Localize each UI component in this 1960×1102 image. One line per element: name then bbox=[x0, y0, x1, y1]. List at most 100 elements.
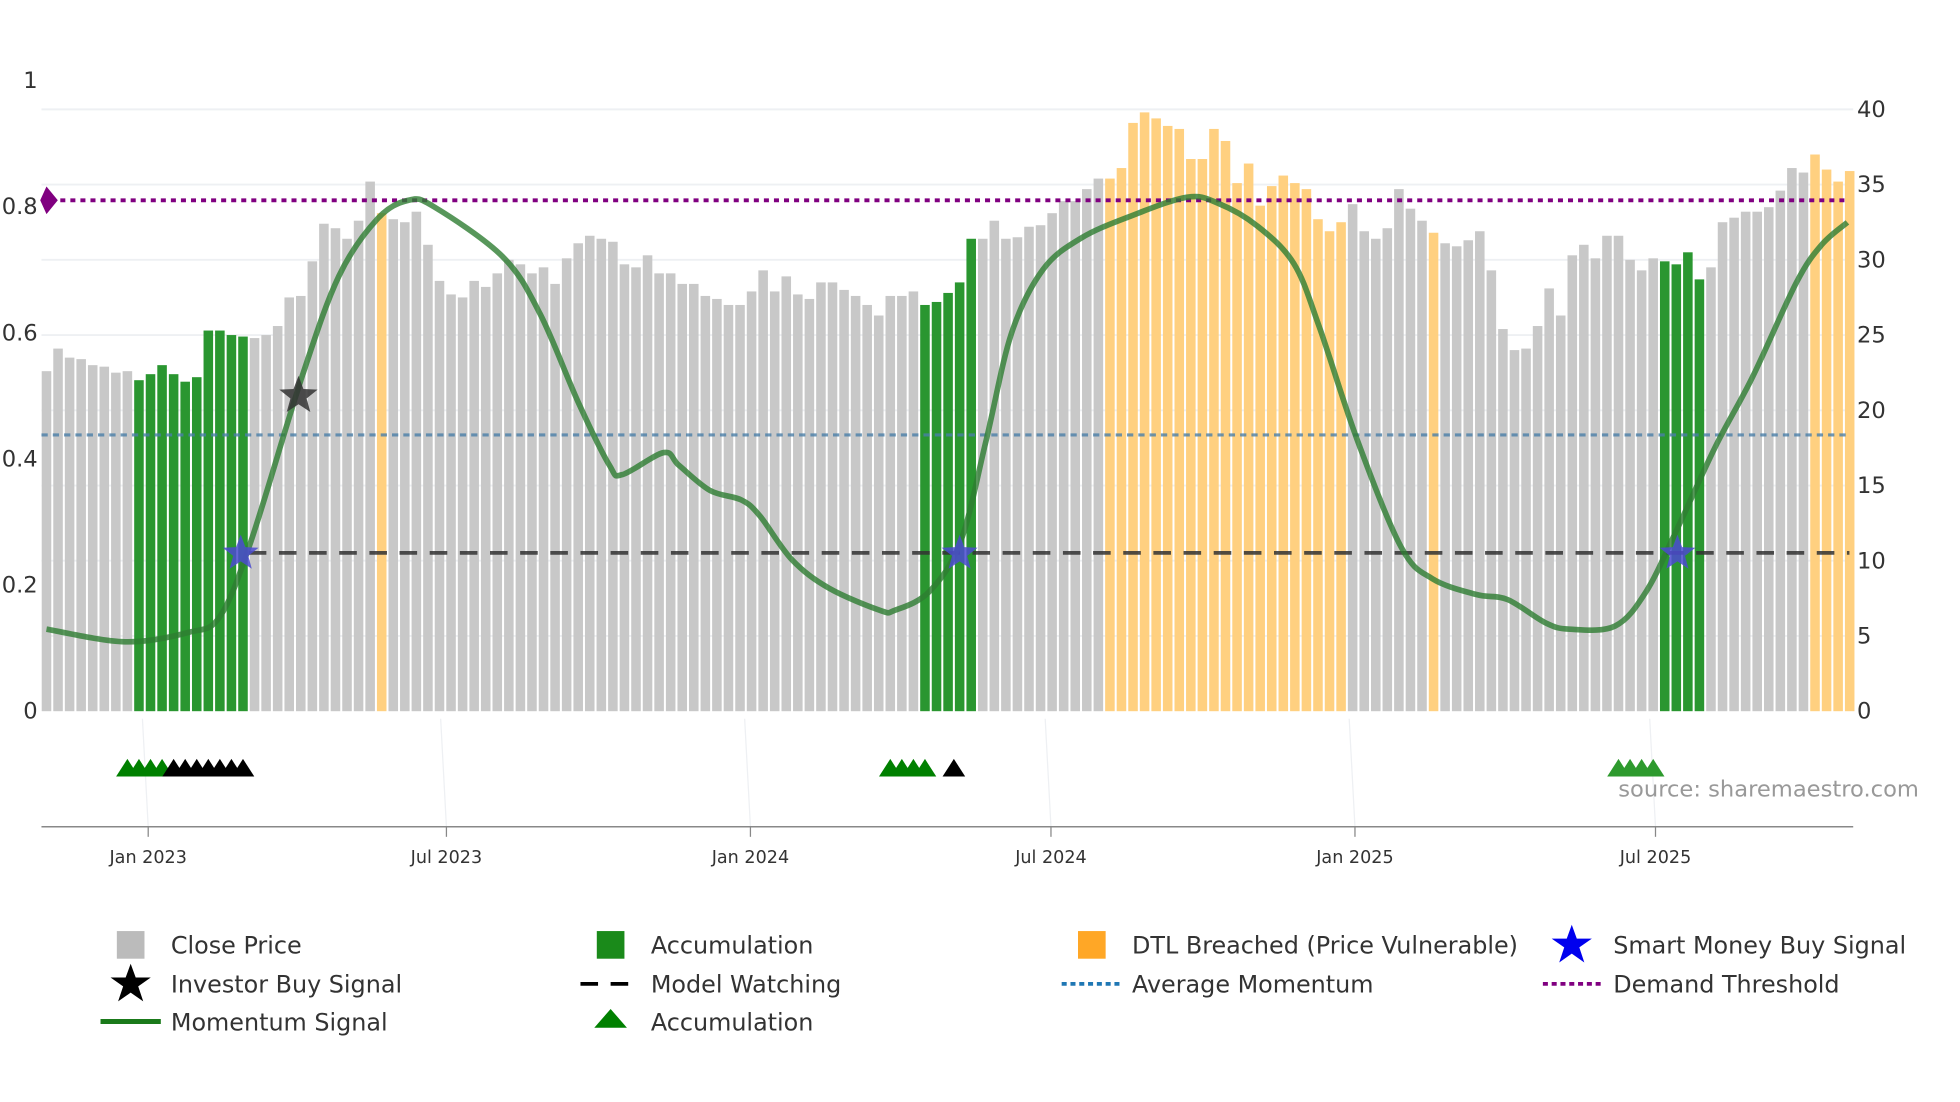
legend-label: Accumulation bbox=[651, 1008, 814, 1036]
price-bar bbox=[977, 238, 988, 712]
price-bar bbox=[584, 235, 595, 712]
price-bar bbox=[1255, 205, 1265, 712]
price-bar bbox=[943, 292, 953, 712]
price-bar bbox=[1209, 128, 1219, 712]
demand-threshold-marker bbox=[40, 186, 58, 215]
price-bar bbox=[226, 335, 237, 712]
price-bar bbox=[1313, 219, 1323, 712]
legend-item-demand-threshold[interactable]: Demand Threshold bbox=[1542, 971, 1840, 999]
price-bar bbox=[1810, 154, 1820, 712]
price-bars bbox=[41, 112, 1855, 712]
price-bar bbox=[446, 294, 456, 712]
accumulation-subplot bbox=[41, 758, 1854, 828]
left-tick-label: 0.8 bbox=[2, 194, 38, 220]
legend-item-average-momentum[interactable]: Average Momentum bbox=[1061, 971, 1374, 999]
price-bar bbox=[619, 264, 630, 712]
legend-item-momentum-signal[interactable]: Momentum Signal bbox=[100, 1008, 388, 1036]
price-bar bbox=[781, 276, 792, 712]
price-bar bbox=[1787, 168, 1797, 712]
price-bar bbox=[1139, 112, 1150, 712]
price-bar bbox=[665, 273, 676, 712]
star-icon bbox=[1551, 924, 1592, 963]
price-bar bbox=[504, 259, 514, 712]
price-bar bbox=[168, 374, 179, 712]
x-tick-label: Jul 2025 bbox=[1619, 848, 1692, 868]
price-bar bbox=[492, 273, 503, 712]
price-bar bbox=[1220, 140, 1231, 712]
smart-money-buy-star bbox=[941, 534, 978, 569]
left-tick-label: 1 bbox=[23, 68, 37, 94]
price-bar bbox=[1070, 201, 1081, 712]
legend-item-dtl-breached[interactable]: DTL Breached (Price Vulnerable) bbox=[1078, 931, 1518, 960]
price-bar bbox=[1521, 348, 1531, 712]
price-bar bbox=[735, 304, 745, 712]
price-bar bbox=[1844, 171, 1855, 712]
price-bar bbox=[1001, 238, 1011, 712]
price-bar bbox=[1024, 226, 1034, 712]
price-bar bbox=[1498, 329, 1508, 712]
price-bar bbox=[1717, 222, 1728, 712]
price-bar bbox=[642, 255, 653, 712]
price-bar bbox=[1764, 207, 1774, 712]
price-bar bbox=[931, 301, 942, 712]
price-bar bbox=[1752, 211, 1762, 712]
price-bar bbox=[1833, 181, 1843, 712]
price-bar bbox=[238, 336, 248, 712]
legend-item-smart-money[interactable]: Smart Money Buy Signal bbox=[1551, 924, 1907, 963]
legend-label: Smart Money Buy Signal bbox=[1613, 932, 1906, 960]
price-bar bbox=[1116, 168, 1127, 712]
legend-item-accumulation-marker[interactable]: Accumulation bbox=[594, 1008, 813, 1036]
price-bar bbox=[631, 267, 641, 712]
x-tick-label: Jul 2024 bbox=[1014, 848, 1087, 868]
right-tick-label: 5 bbox=[1857, 624, 1871, 650]
x-tick-label: Jan 2025 bbox=[1315, 848, 1393, 868]
price-bar bbox=[654, 273, 664, 712]
legend-label: Average Momentum bbox=[1132, 971, 1374, 999]
price-bar bbox=[457, 297, 468, 712]
legend-item-investor-buy[interactable]: Investor Buy Signal bbox=[110, 963, 403, 1002]
price-bar bbox=[1336, 222, 1346, 712]
price-bar bbox=[1405, 208, 1416, 712]
source-annotation: source: sharemaestro.com bbox=[1618, 777, 1919, 803]
legend-item-model-watching[interactable]: Model Watching bbox=[580, 971, 841, 999]
price-bar bbox=[145, 374, 156, 712]
price-bar bbox=[272, 326, 283, 712]
price-bar bbox=[1162, 125, 1173, 712]
legend-item-close-price[interactable]: Close Price bbox=[116, 931, 302, 960]
price-bar bbox=[1370, 238, 1381, 712]
gridline bbox=[1044, 718, 1052, 827]
legend-item-accumulation[interactable]: Accumulation bbox=[596, 931, 814, 960]
price-bar bbox=[793, 294, 803, 712]
price-bar bbox=[527, 273, 537, 712]
price-bar bbox=[1012, 237, 1023, 712]
price-bar bbox=[400, 222, 410, 712]
price-bar bbox=[1417, 220, 1427, 712]
price-bar bbox=[1082, 189, 1092, 712]
price-bar bbox=[1093, 178, 1104, 712]
price-bar bbox=[469, 280, 479, 712]
price-bar bbox=[1636, 270, 1647, 712]
signal-markers bbox=[222, 375, 1696, 569]
price-bar bbox=[1648, 258, 1658, 712]
legend: Close Price Accumulation DTL Breached (P… bbox=[100, 924, 1907, 1036]
price-bar bbox=[746, 291, 757, 712]
price-bar bbox=[1706, 267, 1716, 712]
price-bar bbox=[319, 223, 329, 712]
accumulation-triangle bbox=[231, 758, 255, 777]
price-bar bbox=[827, 282, 838, 712]
left-tick-label: 0.6 bbox=[2, 320, 38, 346]
price-bar bbox=[1301, 189, 1312, 712]
triangle-icon bbox=[594, 1008, 627, 1028]
price-bar bbox=[111, 372, 121, 712]
left-tick-label: 0.4 bbox=[2, 446, 38, 472]
price-bar bbox=[920, 304, 930, 712]
right-tick-label: 10 bbox=[1857, 548, 1886, 574]
price-bar bbox=[1290, 183, 1300, 712]
price-bar bbox=[296, 295, 306, 712]
x-tick-label: Jul 2023 bbox=[410, 848, 483, 868]
accumulation-triangle bbox=[942, 758, 966, 777]
price-bar bbox=[191, 377, 202, 712]
price-bar bbox=[423, 244, 433, 712]
star-icon bbox=[110, 963, 151, 1002]
